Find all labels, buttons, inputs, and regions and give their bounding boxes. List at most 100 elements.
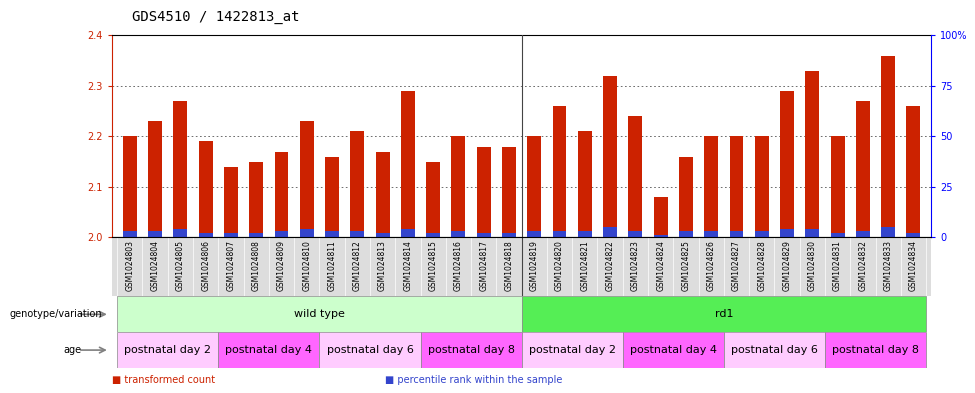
Bar bbox=[477, 233, 490, 237]
Text: GSM1024820: GSM1024820 bbox=[555, 241, 565, 291]
Text: GSM1024834: GSM1024834 bbox=[909, 241, 917, 291]
Text: GSM1024821: GSM1024821 bbox=[580, 241, 589, 291]
Bar bbox=[275, 231, 289, 237]
Text: ■ transformed count: ■ transformed count bbox=[112, 375, 215, 386]
Text: GSM1024829: GSM1024829 bbox=[783, 241, 792, 291]
Text: wild type: wild type bbox=[294, 309, 345, 320]
Bar bbox=[704, 231, 719, 237]
Bar bbox=[755, 136, 768, 237]
Bar bbox=[117, 296, 522, 332]
Bar bbox=[881, 55, 895, 237]
Bar bbox=[250, 233, 263, 237]
Text: GSM1024826: GSM1024826 bbox=[707, 241, 716, 291]
Text: GSM1024823: GSM1024823 bbox=[631, 241, 640, 291]
Text: GSM1024814: GSM1024814 bbox=[404, 241, 412, 291]
Bar bbox=[325, 231, 339, 237]
Text: GSM1024818: GSM1024818 bbox=[504, 241, 514, 291]
Bar bbox=[199, 233, 213, 237]
Text: GSM1024830: GSM1024830 bbox=[808, 241, 817, 291]
Bar bbox=[250, 162, 263, 237]
Bar bbox=[401, 91, 414, 237]
Bar bbox=[502, 233, 516, 237]
Bar bbox=[679, 156, 693, 237]
Text: age: age bbox=[63, 345, 82, 355]
Bar bbox=[123, 136, 136, 237]
Text: GSM1024832: GSM1024832 bbox=[858, 241, 868, 291]
Text: postnatal day 8: postnatal day 8 bbox=[428, 345, 515, 355]
Bar bbox=[218, 332, 320, 368]
Bar bbox=[117, 332, 218, 368]
Bar bbox=[148, 231, 162, 237]
Bar bbox=[502, 147, 516, 237]
Bar bbox=[401, 230, 414, 237]
Text: postnatal day 8: postnatal day 8 bbox=[832, 345, 919, 355]
Bar bbox=[375, 152, 390, 237]
Bar bbox=[623, 332, 723, 368]
Bar bbox=[907, 106, 920, 237]
Bar bbox=[805, 71, 819, 237]
Bar bbox=[350, 131, 365, 237]
Bar bbox=[604, 76, 617, 237]
Bar bbox=[320, 332, 420, 368]
Text: postnatal day 6: postnatal day 6 bbox=[731, 345, 818, 355]
Text: postnatal day 4: postnatal day 4 bbox=[630, 345, 717, 355]
Text: postnatal day 4: postnatal day 4 bbox=[225, 345, 312, 355]
Bar bbox=[350, 231, 365, 237]
Text: rd1: rd1 bbox=[715, 309, 733, 320]
Text: GSM1024824: GSM1024824 bbox=[656, 241, 665, 291]
Bar bbox=[825, 332, 926, 368]
Text: GSM1024815: GSM1024815 bbox=[429, 241, 438, 291]
Bar bbox=[527, 136, 541, 237]
Bar bbox=[275, 152, 289, 237]
Text: GSM1024831: GSM1024831 bbox=[833, 241, 842, 291]
Bar bbox=[755, 231, 768, 237]
Bar bbox=[224, 167, 238, 237]
Bar bbox=[856, 101, 870, 237]
Bar bbox=[723, 332, 825, 368]
Text: GSM1024817: GSM1024817 bbox=[479, 241, 488, 291]
Bar bbox=[174, 101, 187, 237]
Text: GSM1024825: GSM1024825 bbox=[682, 241, 690, 291]
Text: GDS4510 / 1422813_at: GDS4510 / 1422813_at bbox=[132, 9, 299, 24]
Bar bbox=[629, 231, 643, 237]
Bar bbox=[451, 136, 465, 237]
Text: GSM1024808: GSM1024808 bbox=[252, 241, 260, 291]
Bar bbox=[451, 231, 465, 237]
Bar bbox=[604, 227, 617, 237]
Bar bbox=[805, 230, 819, 237]
Text: GSM1024828: GSM1024828 bbox=[758, 241, 766, 291]
Bar bbox=[199, 141, 213, 237]
Text: GSM1024810: GSM1024810 bbox=[302, 241, 311, 291]
Text: GSM1024805: GSM1024805 bbox=[176, 241, 185, 291]
Bar bbox=[653, 235, 668, 237]
Bar bbox=[831, 233, 844, 237]
Bar bbox=[578, 231, 592, 237]
Bar bbox=[553, 231, 566, 237]
Bar bbox=[224, 233, 238, 237]
Bar bbox=[629, 116, 643, 237]
Bar bbox=[300, 230, 314, 237]
Text: GSM1024827: GSM1024827 bbox=[732, 241, 741, 291]
Text: GSM1024816: GSM1024816 bbox=[454, 241, 463, 291]
Bar bbox=[780, 91, 794, 237]
Text: GSM1024803: GSM1024803 bbox=[126, 241, 135, 291]
Text: GSM1024806: GSM1024806 bbox=[201, 241, 211, 291]
Text: GSM1024819: GSM1024819 bbox=[529, 241, 539, 291]
Bar bbox=[477, 147, 490, 237]
Bar bbox=[375, 233, 390, 237]
Bar bbox=[856, 231, 870, 237]
Bar bbox=[679, 231, 693, 237]
Bar bbox=[729, 136, 744, 237]
Bar bbox=[907, 233, 920, 237]
Text: genotype/variation: genotype/variation bbox=[10, 309, 102, 320]
Text: GSM1024822: GSM1024822 bbox=[605, 241, 614, 291]
Bar bbox=[578, 131, 592, 237]
Bar bbox=[300, 121, 314, 237]
Text: GSM1024833: GSM1024833 bbox=[883, 241, 893, 291]
Bar bbox=[174, 230, 187, 237]
Bar bbox=[831, 136, 844, 237]
Bar bbox=[704, 136, 719, 237]
Bar bbox=[123, 231, 136, 237]
Text: GSM1024812: GSM1024812 bbox=[353, 241, 362, 291]
Bar bbox=[148, 121, 162, 237]
